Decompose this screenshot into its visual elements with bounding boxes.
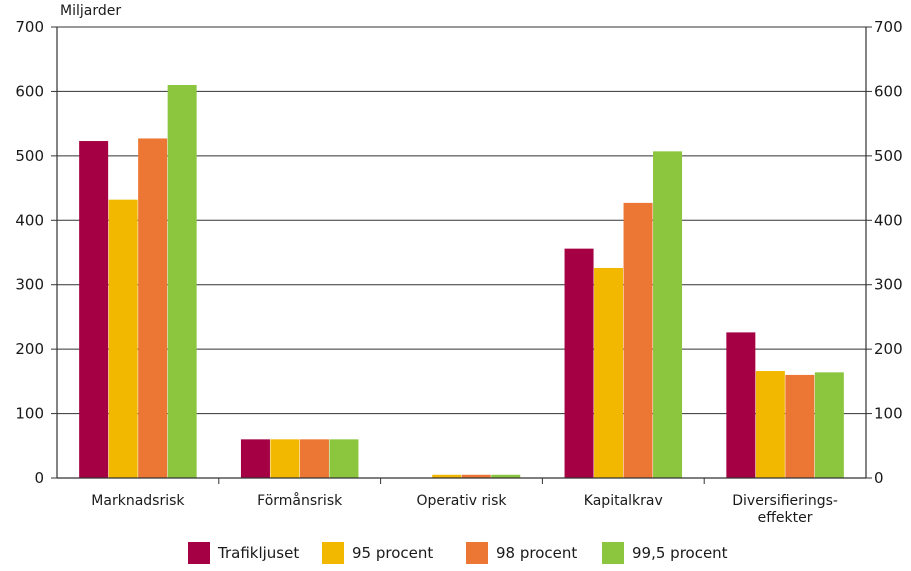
legend-label: 99,5 procent — [632, 544, 728, 562]
y-axis-right-ticks: 0 100 200 300 400 500 600 700 — [874, 18, 903, 487]
x-tick-label-line: Kapitalkrav — [584, 493, 663, 509]
x-tick-label-line: Operativ risk — [416, 493, 507, 509]
legend-swatch — [322, 542, 344, 564]
legend-label: Trafikljuset — [218, 544, 300, 562]
bar — [755, 371, 785, 478]
x-tick-label: Operativ risk — [416, 493, 507, 509]
legend-item-trafikljuset: Trafikljuset — [188, 542, 299, 564]
bar — [167, 84, 197, 478]
legend-item-95-procent: 95 procent — [322, 542, 433, 564]
y-tick-label-right: 600 — [874, 82, 903, 100]
y-tick-label-left: 100 — [15, 405, 44, 423]
legend-swatch — [188, 542, 210, 564]
bar — [138, 138, 168, 478]
x-tick-label-line: effekter — [758, 510, 813, 526]
bar — [108, 199, 138, 478]
bar — [726, 332, 756, 478]
legend: Trafikljuset 95 procent 98 procent 99,5 … — [0, 542, 911, 568]
legend-swatch — [466, 542, 488, 564]
bar — [299, 439, 329, 478]
axes — [51, 26, 872, 484]
bar — [785, 374, 815, 478]
y-axis-left-ticks: 0 100 200 300 400 500 600 700 — [15, 18, 44, 487]
bar — [270, 439, 300, 478]
y-tick-label-left: 600 — [15, 82, 44, 100]
legend-item-99-5-procent: 99,5 procent — [602, 542, 728, 564]
x-tick-label: Kapitalkrav — [584, 493, 663, 509]
y-tick-label-right: 700 — [874, 18, 903, 36]
bar — [491, 474, 521, 478]
bar — [329, 439, 359, 478]
legend-item-98-procent: 98 procent — [466, 542, 577, 564]
bar — [240, 439, 270, 478]
y-tick-label-right: 0 — [874, 469, 884, 487]
y-tick-label-left: 700 — [15, 18, 44, 36]
bar-series — [79, 84, 844, 478]
bar — [653, 151, 683, 478]
y-tick-label-right: 400 — [874, 211, 903, 229]
x-tick-label: Diversifierings-effekter — [732, 493, 838, 526]
bar — [432, 474, 462, 478]
legend-label: 95 procent — [352, 544, 434, 562]
legend-swatch — [602, 542, 624, 564]
y-tick-label-left: 500 — [15, 147, 44, 165]
x-tick-label-line: Förmånsrisk — [257, 492, 343, 509]
y-tick-label-right: 300 — [874, 276, 903, 294]
y-tick-label-left: 300 — [15, 276, 44, 294]
y-tick-label-left: 400 — [15, 211, 44, 229]
x-tick-label: Marknadsrisk — [91, 493, 185, 509]
y-axis-unit-label: Miljarder — [60, 3, 121, 19]
bar — [461, 474, 491, 478]
x-tick-label-line: Marknadsrisk — [91, 493, 185, 509]
bar — [814, 372, 844, 478]
x-axis-category-labels: Marknadsrisk Förmånsrisk Operativ risk Kapi… — [91, 492, 838, 526]
legend-label: 98 procent — [496, 544, 578, 562]
x-tick-label: Förmånsrisk — [257, 492, 343, 509]
bar — [564, 248, 594, 478]
y-tick-label-left: 200 — [15, 340, 44, 358]
bar — [623, 202, 653, 478]
y-tick-label-right: 200 — [874, 340, 903, 358]
bar — [594, 267, 624, 478]
x-tick-label-line: Diversifierings- — [732, 493, 838, 509]
y-tick-label-left: 0 — [34, 469, 44, 487]
bar — [79, 141, 109, 478]
y-tick-label-right: 100 — [874, 405, 903, 423]
y-tick-label-right: 500 — [874, 147, 903, 165]
